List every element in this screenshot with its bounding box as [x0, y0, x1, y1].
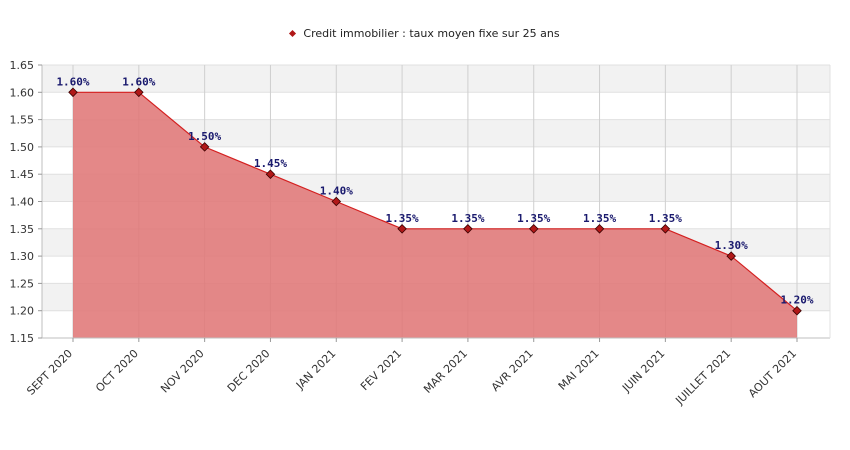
x-tick-label: FEV 2021: [358, 347, 404, 393]
y-tick-label: 1.65: [10, 59, 35, 72]
y-axis-ticks: 1.15 1.20 1.25 1.30 1.35 1.40 1.45 1.50 1.55 1.60…: [10, 59, 42, 345]
data-point-marker: [463, 224, 473, 234]
data-point-marker: [397, 224, 407, 234]
x-tick-label: SEPT 2020: [24, 347, 75, 398]
data-label: 1.60%: [56, 75, 89, 88]
x-tick-label: JAN 2021: [293, 347, 338, 392]
data-label: 1.60%: [122, 75, 155, 88]
data-point-marker: [265, 169, 276, 179]
data-point-marker: [199, 142, 210, 152]
y-tick-label: 1.20: [10, 305, 35, 318]
x-tick-label: JUIN 2021: [619, 347, 667, 395]
area-shape: [73, 92, 797, 338]
x-tick-label: MAI 2021: [556, 347, 602, 393]
chart-legend: Credit immobilier : taux moyen fixe sur …: [0, 27, 850, 40]
y-tick-label: 1.15: [10, 332, 35, 345]
data-label: 1.45%: [254, 157, 287, 170]
legend-label: Credit immobilier : taux moyen fixe sur …: [303, 27, 560, 40]
x-tick-label: JUILLET 2021: [673, 347, 734, 408]
data-point-marker: [134, 87, 144, 98]
x-tick-label: OCT 2020: [93, 347, 141, 395]
data-labels: 1.60% 1.60% 1.50% 1.45% 1.40% 1.35% 1.35% 1.35%…: [56, 75, 813, 306]
series-polyline: [73, 91, 798, 312]
y-tick-label: 1.30: [10, 250, 35, 263]
x-tick-label: DEC 2020: [225, 347, 273, 395]
data-label: 1.35%: [583, 212, 616, 225]
data-markers: [68, 87, 802, 316]
data-point-marker: [594, 224, 605, 234]
y-tick-label: 1.60: [10, 86, 35, 99]
x-axis-ticks: SEPT 2020 OCT 2020 NOV 2020 DEC 2020 JAN 202…: [24, 338, 799, 408]
y-tick-label: 1.45: [10, 168, 35, 181]
series-line: [73, 91, 798, 312]
data-point-marker: [528, 224, 539, 234]
data-label: 1.20%: [780, 294, 813, 307]
x-tick-label: MAR 2021: [421, 347, 470, 396]
data-label: 1.30%: [715, 239, 748, 252]
data-label: 1.35%: [517, 212, 550, 225]
data-point-marker: [660, 224, 671, 234]
data-label: 1.35%: [451, 212, 484, 225]
data-label: 1.35%: [386, 212, 419, 225]
data-label: 1.40%: [320, 185, 353, 198]
data-label: 1.50%: [188, 130, 221, 143]
x-tick-label: AOUT 2021: [746, 347, 799, 400]
data-point-marker: [331, 196, 342, 207]
x-tick-label: NOV 2020: [158, 347, 207, 396]
y-tick-label: 1.50: [10, 141, 35, 154]
data-point-marker: [792, 305, 802, 316]
y-tick-label: 1.25: [10, 277, 35, 290]
data-point-marker: [68, 87, 78, 98]
grid-band: [42, 65, 830, 93]
y-tick-label: 1.55: [10, 114, 35, 127]
data-point-marker: [726, 251, 736, 261]
data-label: 1.35%: [649, 212, 682, 225]
y-tick-label: 1.35: [10, 223, 35, 236]
y-tick-label: 1.40: [10, 196, 35, 209]
area-fill: [73, 92, 797, 338]
x-tick-label: AVR 2021: [489, 347, 536, 394]
